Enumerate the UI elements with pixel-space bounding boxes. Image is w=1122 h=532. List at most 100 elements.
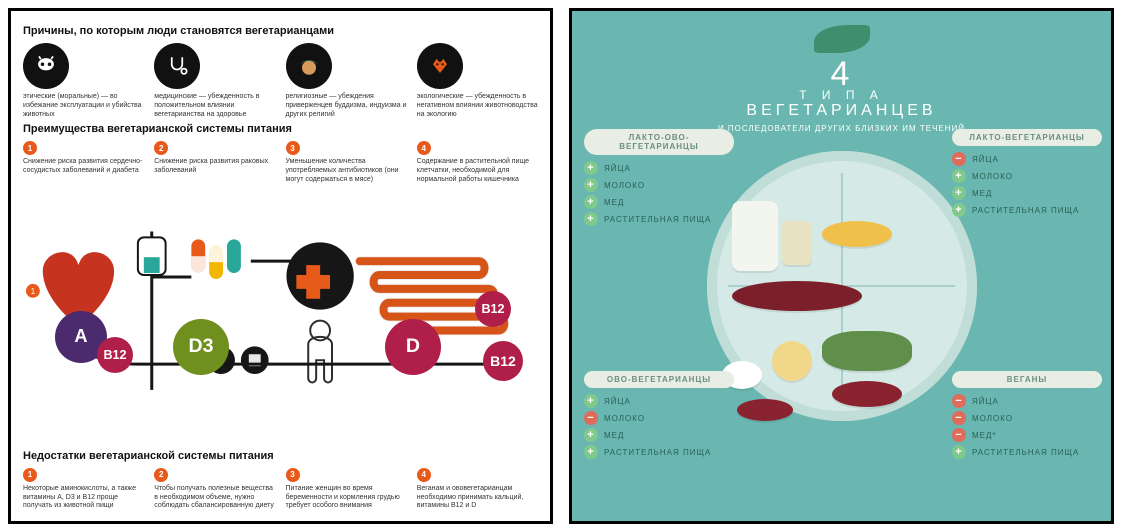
badge-number: 4	[417, 141, 431, 155]
minus-icon: −	[952, 152, 966, 166]
sheep-icon	[23, 43, 69, 89]
plus-icon: +	[584, 394, 598, 408]
disadvantages-title: Недостатки вегетарианской системы питани…	[23, 450, 538, 462]
badge-number: 2	[154, 468, 168, 482]
minus-icon: −	[584, 411, 598, 425]
type-title: ЛАКТО-ОВО-ВЕГЕТАРИАНЦЫ	[584, 129, 734, 155]
vitamin-badge: B12	[475, 291, 511, 327]
type-title: ЛАКТО-ВЕГЕТАРИАНЦЫ	[952, 129, 1102, 146]
food-shape	[822, 221, 892, 247]
reason-ecological: экологические — убежденность в негативно…	[417, 43, 538, 119]
type-item: + МЕД	[584, 428, 734, 442]
disadvantage-item: 2 Чтобы получать полезные вещества в необ…	[154, 468, 275, 511]
type-item: −МОЛОКО	[952, 411, 1102, 425]
item-label: РАСТИТЕЛЬНАЯ ПИЩА	[604, 448, 711, 457]
plus-icon: +	[584, 212, 598, 226]
type-item: + ЯЙЦА	[584, 161, 734, 175]
vitamin-badge: B12	[483, 341, 523, 381]
type-item: + РАСТИТЕЛЬНАЯ ПИЩА	[952, 203, 1102, 217]
disadvantage-text: Веганам и ововегетарианцам необходимо пр…	[417, 485, 538, 511]
type-item: −ЯЙЦА	[952, 152, 1102, 166]
type-items: −ЯЙЦА+МОЛОКО+МЕД+РАСТИТЕЛЬНАЯ ПИЩА	[952, 152, 1102, 217]
disadvantage-item: 4Веганам и ововегетарианцам необходимо п…	[417, 468, 538, 511]
food-shape	[737, 399, 793, 421]
stage: Причины, по которым люди становятся веге…	[0, 0, 1122, 532]
reason-medical: медицинские — убежденность в положительн…	[154, 43, 275, 119]
type-item: + РАСТИТЕЛЬНАЯ ПИЩА	[584, 445, 734, 459]
item-label: МОЛОКО	[972, 172, 1013, 181]
disadvantage-text: Питание женщин во время беременности и к…	[286, 485, 407, 511]
plus-icon: +	[952, 169, 966, 183]
fox-icon	[417, 43, 463, 89]
veg-type-bl: ОВО-ВЕГЕТАРИАНЦЫ+ЯЙЦА−МОЛОКО+МЕД+РАСТИТЕ…	[584, 371, 734, 462]
type-item: + РАСТИТЕЛЬНАЯ ПИЩА	[584, 212, 734, 226]
badge-number: 1	[23, 141, 37, 155]
reason-text: религиозные — убеждения приверженцев буд…	[286, 93, 407, 119]
reason-ethical: этические (моральные) — во избежание экс…	[23, 43, 144, 119]
type-item: + МОЛОКО	[584, 178, 734, 192]
disadvantages-row: 1 Некоторые аминокислоты, а также витамин…	[23, 468, 538, 511]
advantages-title: Преимущества вегетарианской системы пита…	[23, 123, 538, 135]
disadvantage-text: Некоторые аминокислоты, а также витамины…	[23, 485, 144, 511]
right-infographic: 4 Т И П А ВЕГЕТАРИАНЦЕВ И ПОСЛЕДОВАТЕЛИ …	[569, 8, 1114, 524]
leaf-icon	[814, 25, 870, 53]
type-items: +ЯЙЦА−МОЛОКО+МЕД+РАСТИТЕЛЬНАЯ ПИЩА	[584, 394, 734, 459]
veg-type-tr: ЛАКТО-ВЕГЕТАРИАНЦЫ−ЯЙЦА+МОЛОКО+МЕД+РАСТИ…	[952, 129, 1102, 220]
food-shape	[732, 281, 862, 311]
right-heading: 4 Т И П А ВЕГЕТАРИАНЦЕВ И ПОСЛЕДОВАТЕЛИ …	[572, 25, 1111, 133]
item-label: МЕД	[604, 431, 624, 440]
item-label: ЯЙЦА	[972, 155, 999, 164]
item-label: ЯЙЦА	[972, 397, 999, 406]
heading-line2: ВЕГЕТАРИАНЦЕВ	[572, 102, 1111, 120]
plus-icon: +	[952, 186, 966, 200]
item-label: РАСТИТЕЛЬНАЯ ПИЩА	[972, 206, 1079, 215]
item-label: РАСТИТЕЛЬНАЯ ПИЩА	[604, 215, 711, 224]
svg-text:1: 1	[31, 286, 36, 295]
plus-icon: +	[584, 178, 598, 192]
minus-icon: −	[952, 428, 966, 442]
item-label: МЕД	[604, 198, 624, 207]
minus-icon: −	[952, 394, 966, 408]
item-label: РАСТИТЕЛЬНАЯ ПИЩА	[972, 448, 1079, 457]
badge-number: 2	[154, 141, 168, 155]
advantage-item: 3 Уменьшение количества употребляемых ант…	[286, 141, 407, 184]
type-items: −ЯЙЦА−МОЛОКО−МЕД*+РАСТИТЕЛЬНАЯ ПИЩА	[952, 394, 1102, 459]
reasons-row: этические (моральные) — во избежание экс…	[23, 43, 538, 119]
advantage-item: 4 Содержание в растительной пище клетчатк…	[417, 141, 538, 184]
item-label: МОЛОКО	[604, 181, 645, 190]
badge-number: 3	[286, 141, 300, 155]
disadvantage-text: Чтобы получать полезные вещества в необх…	[154, 485, 275, 511]
type-item: +МЕД	[952, 186, 1102, 200]
plus-icon: +	[584, 161, 598, 175]
reasons-title: Причины, по которым люди становятся веге…	[23, 25, 538, 37]
vitamin-badge: D	[385, 319, 441, 375]
vitamin-badge: B12	[97, 337, 133, 373]
type-item: −ЯЙЦА	[952, 394, 1102, 408]
disadvantage-item: 1 Некоторые аминокислоты, а также витамин…	[23, 468, 144, 511]
item-label: ЯЙЦА	[604, 164, 631, 173]
plus-icon: +	[952, 203, 966, 217]
food-shape	[732, 201, 778, 271]
type-item: +МЕД	[584, 195, 734, 209]
food-shape	[772, 341, 812, 381]
food-shape	[832, 381, 902, 407]
badge-number: 1	[23, 468, 37, 482]
turban-icon	[286, 43, 332, 89]
advantage-item: 2Снижение риска развития раковых заболев…	[154, 141, 275, 184]
type-title: ВЕГАНЫ	[952, 371, 1102, 388]
center-graphic: 1 AB12D3DB12B12	[23, 191, 538, 440]
advantage-text: Уменьшение количества употребляемых анти…	[286, 158, 407, 184]
advantage-text: Содержание в растительной пище клетчатки…	[417, 158, 538, 184]
type-title: ОВО-ВЕГЕТАРИАНЦЫ	[584, 371, 734, 388]
food-shape	[822, 331, 912, 371]
advantage-text: Снижение риска развития сердечно-сосудис…	[23, 158, 144, 176]
left-infographic: Причины, по которым люди становятся веге…	[8, 8, 553, 524]
plus-icon: +	[584, 445, 598, 459]
item-label: МЕД*	[972, 431, 997, 440]
heading-line1: Т И П А	[572, 88, 1111, 102]
food-shape	[782, 221, 812, 265]
plus-icon: +	[584, 428, 598, 442]
reason-religious: религиозные — убеждения приверженцев буд…	[286, 43, 407, 119]
advantages-row: 1 Снижение риска развития сердечно-сосуди…	[23, 141, 538, 184]
pipes-svg: 1	[23, 191, 538, 440]
